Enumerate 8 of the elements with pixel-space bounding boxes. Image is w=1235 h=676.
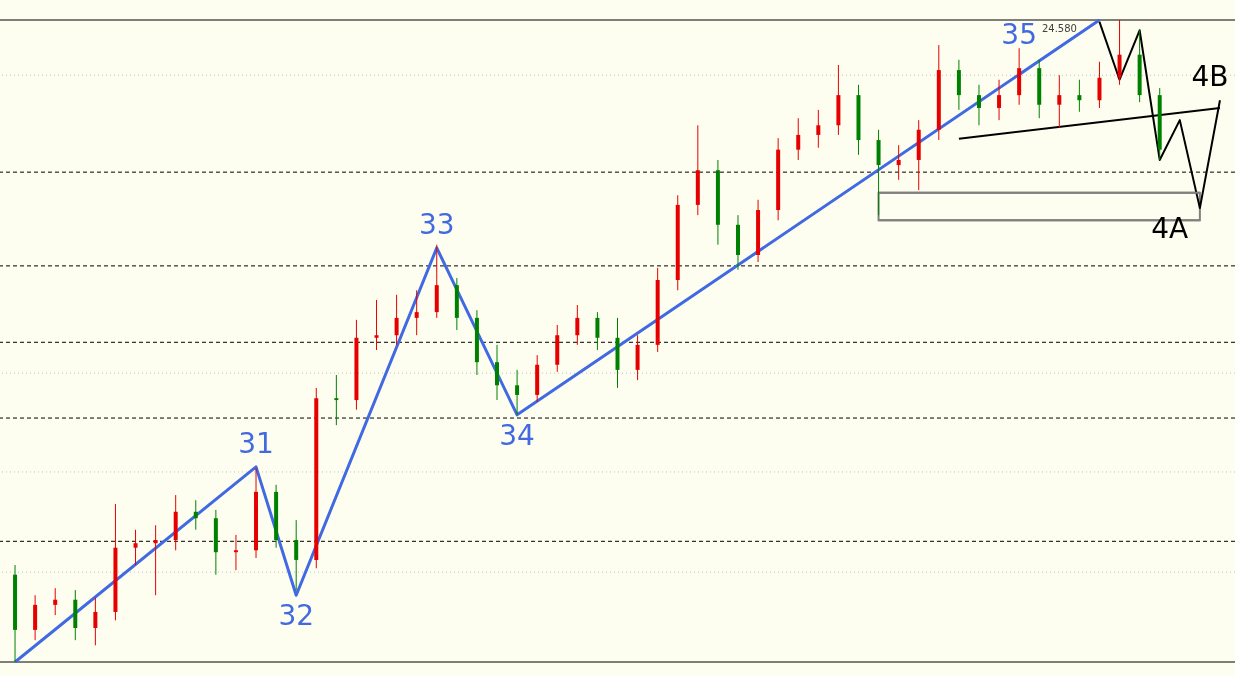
annotation: 35 bbox=[1001, 18, 1037, 51]
annotation: 34 bbox=[499, 418, 535, 452]
annotation: 33 bbox=[418, 207, 455, 241]
annotation: 4B bbox=[1191, 60, 1229, 94]
annotation: 24.580 bbox=[1041, 23, 1077, 34]
annotation: 31 bbox=[238, 426, 274, 460]
annotation: 4A bbox=[1151, 212, 1189, 246]
annotation: 32 bbox=[278, 599, 315, 633]
